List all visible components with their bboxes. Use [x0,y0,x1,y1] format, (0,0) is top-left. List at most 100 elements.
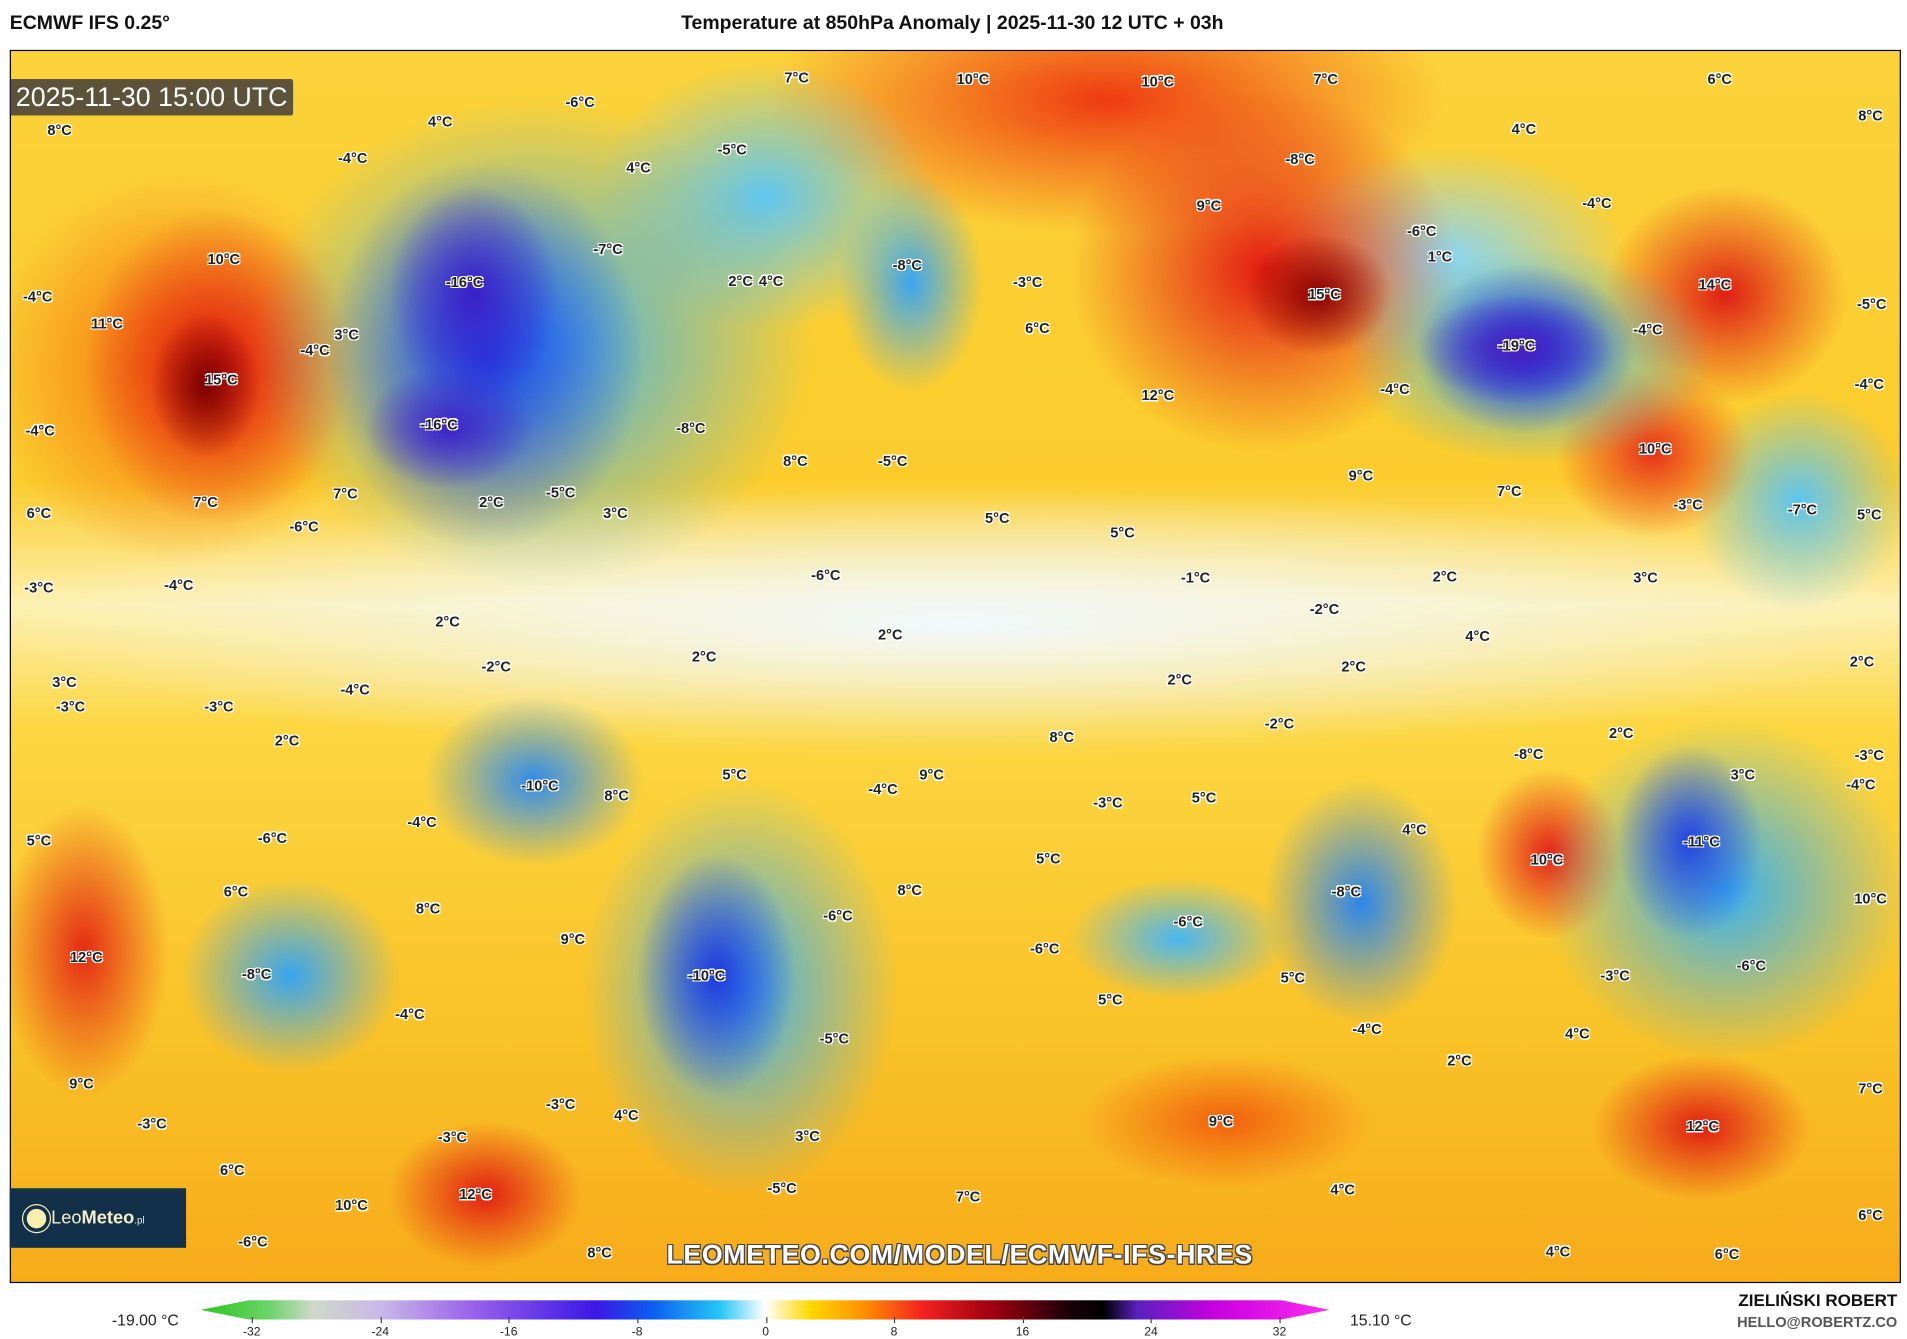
temperature-label: 2°C [1608,724,1634,742]
colorbar-max-label: 15.10 °C [1349,1311,1412,1330]
temperature-label: 15°C [1308,285,1341,303]
temperature-label: 3°C [795,1127,820,1145]
colorbar-tick-mark [894,1317,896,1324]
colorbar-tick-mark [508,1317,510,1324]
temperature-label: -2°C [481,657,511,675]
temperature-label: -4°C [1633,321,1663,339]
temperature-label: 4°C [428,113,453,131]
temperature-label: 15°C [205,370,238,388]
temperature-label: -3°C [545,1095,576,1113]
temperature-anomaly-map[interactable]: 7°C 10°C 10°C 7°C 6°C 8°C 8°C -6°C 4°C -4°C -5°C 4°… [9,49,1901,1284]
colorbar [200,1300,1330,1320]
temperature-label: -19°C [1497,336,1536,354]
temperature-label: 5°C [1098,991,1123,1009]
valid-time-badge: 2025-11-30 15:00 UTC [9,79,294,116]
colorbar-tick-mark [1150,1317,1153,1324]
temperature-label: -4°C [338,149,368,167]
temperature-label: 5°C [26,831,52,849]
temperature-label: 10°C [1638,440,1672,458]
temperature-label: -5°C [878,452,908,470]
temperature-label: -3°C [437,1128,468,1146]
temperature-label: 7°C [784,69,809,87]
temperature-label: -11°C [1683,833,1720,851]
temperature-label: -4°C [1352,1020,1382,1038]
temperature-label: 6°C [1858,1206,1883,1224]
temperature-label: 8°C [1858,107,1883,125]
temperature-label: -6°C [1736,957,1767,975]
temperature-label: -8°C [1514,745,1544,763]
temperature-label: -5°C [767,1179,797,1197]
temperature-label: -6°C [257,829,288,847]
temperature-label: -2°C [1309,600,1340,618]
temperature-label: -3°C [204,698,234,716]
temperature-label: -3°C [24,578,54,596]
colorbar-tick-mark [1022,1317,1024,1324]
temperature-label: -3°C [1673,496,1703,514]
author-email[interactable]: HELLO@ROBERTZ.CO [1737,1313,1898,1331]
temperature-label: -3°C [1013,273,1043,291]
temperature-label: 12°C [1141,386,1175,404]
temperature-label: 4°C [1330,1180,1355,1198]
temperature-label: 4°C [1465,627,1490,645]
temperature-label: -8°C [892,256,922,274]
temperature-label: -16°C [445,273,484,291]
temperature-label: 10°C [1141,72,1175,90]
temperature-label: 3°C [1633,569,1658,587]
temperature-label: 6°C [26,504,52,522]
temperature-label: 7°C [193,493,218,511]
temperature-label: -4°C [23,288,53,306]
colorbar-tick-label: 0 [762,1325,769,1339]
temperature-label: 8°C [587,1244,612,1262]
temperature-label: 1°C [1427,248,1453,266]
colorbar-tick-label: -16 [499,1325,518,1339]
temperature-label: 3°C [334,325,359,343]
temperature-label: 2°C [878,626,903,644]
temperature-label: -5°C [1857,295,1887,313]
temperature-label: -4°C [407,813,437,831]
temperature-label: 8°C [783,452,808,470]
colorbar-tick-mark [637,1317,639,1324]
temperature-label: 4°C [1545,1242,1571,1260]
temperature-label: -6°C [1173,913,1203,931]
temperature-label: 6°C [1714,1245,1740,1263]
temperature-label: 5°C [1857,505,1882,523]
temperature-label: -8°C [676,419,706,437]
temperature-label: 7°C [333,485,358,503]
temperature-label: -4°C [1380,380,1410,398]
temperature-label: 8°C [604,786,629,804]
temperature-label: -3°C [55,698,86,716]
temperature-label: 4°C [614,1106,639,1124]
temperature-label: 6°C [1707,70,1732,88]
temperature-label: -5°C [717,141,747,159]
temperature-label: 3°C [1730,766,1756,784]
temperature-label: 7°C [1858,1079,1883,1098]
temperature-label: 2°C [691,648,717,666]
sun-icon [26,1208,47,1228]
temperature-label: 9°C [69,1075,94,1093]
colorbar-tick-label: -24 [371,1325,390,1339]
temperature-label: 9°C [1208,1112,1234,1130]
temperature-label: -4°C [1582,194,1612,212]
temperature-label: -7°C [1787,501,1818,519]
temperature-label: 2°C [1432,567,1458,585]
colorbar-tick-mark [1279,1317,1281,1324]
temperature-label: -4°C [1846,775,1876,793]
temperature-label: 8°C [897,881,922,899]
temperature-label: 3°C [52,673,77,691]
temperature-label: -4°C [868,780,898,798]
temperature-label: 10°C [335,1196,368,1214]
source-url: LEOMETEO.COM/MODEL/ECMWF-IFS-HRES [666,1239,1253,1270]
temperature-label: -4°C [164,576,194,594]
temperature-label: -8°C [1285,150,1315,168]
temperature-label: -5°C [819,1030,849,1048]
temperature-label: 4°C [1402,820,1427,838]
temperature-label: 11°C [91,314,123,333]
temperature-label: 2°C [274,732,300,750]
temperature-label: -2°C [1264,715,1295,733]
colorbar-tick-mark [380,1317,382,1324]
temperature-label: 8°C [47,121,72,139]
temperature-label: 8°C [1049,728,1074,746]
temperature-label: 7°C [955,1188,981,1206]
temperature-label: -3°C [1093,794,1123,812]
